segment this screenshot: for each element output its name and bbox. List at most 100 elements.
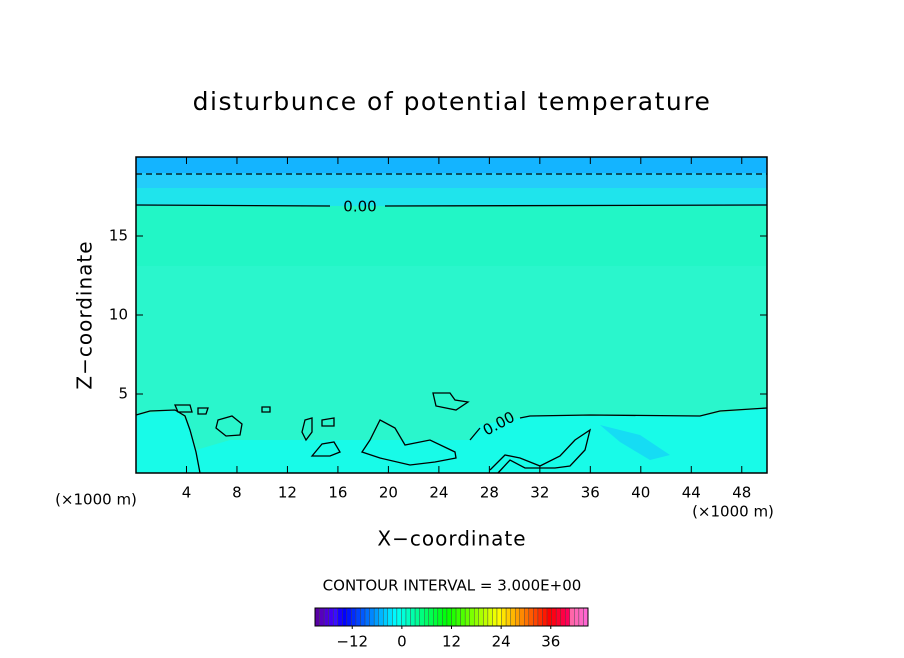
colorbar-cell <box>342 607 348 627</box>
field-band <box>136 173 767 188</box>
colorbar-cell <box>378 607 384 627</box>
x-tick-label: 44 <box>682 484 701 502</box>
contour-line <box>215 415 243 437</box>
colorbar-cell <box>442 607 448 627</box>
x-tick-label: 12 <box>278 484 297 502</box>
colorbar-cell <box>373 607 379 627</box>
contour-line <box>360 419 457 466</box>
x-tick-label: 32 <box>530 484 549 502</box>
colorbar-cell <box>496 607 502 627</box>
colorbar-cell <box>369 607 375 627</box>
colorbar-cell <box>323 607 329 627</box>
x-tick-label: 36 <box>581 484 600 502</box>
colorbar-cell <box>346 607 352 627</box>
colorbar-cell <box>460 607 466 627</box>
colorbar-cell <box>528 607 534 627</box>
field-low <box>600 425 670 460</box>
x-tick-label: 20 <box>379 484 398 502</box>
colorbar-cell <box>355 607 361 627</box>
y-tick-label: 15 <box>109 227 128 245</box>
field-band <box>136 157 767 173</box>
colorbar-cell <box>478 607 484 627</box>
colorbar-cell <box>387 607 393 627</box>
x-tick-label: 4 <box>182 484 192 502</box>
colorbar-tick-label: −12 <box>336 633 368 651</box>
colorbar-cell <box>578 607 584 627</box>
colorbar-cell <box>437 607 443 627</box>
x-tick-label: 48 <box>732 484 751 502</box>
contour-line <box>310 441 341 457</box>
colorbar-cell <box>433 607 439 627</box>
colorbar-cell <box>515 607 520 627</box>
field-band <box>136 188 767 206</box>
colorbar-cell <box>319 607 325 627</box>
y-unit: (×1000 m) <box>55 491 137 509</box>
colorbar-cell <box>533 607 539 627</box>
contour-line <box>135 409 201 474</box>
colorbar-cell <box>474 607 480 627</box>
colorbar-cell <box>419 607 425 627</box>
colorbar-cell <box>505 607 511 627</box>
colorbar-cell <box>574 607 580 627</box>
contour-line <box>489 428 592 474</box>
colorbar-cell <box>396 607 402 627</box>
x-unit: (×1000 m) <box>692 503 774 521</box>
x-tick-label: 8 <box>232 484 242 502</box>
colorbar-cell <box>551 607 557 627</box>
colorbar-cell <box>483 607 489 627</box>
field <box>136 157 767 473</box>
colorbar-tick-label: 36 <box>541 633 560 651</box>
colorbar-cell <box>555 607 561 627</box>
colorbar-cell <box>383 607 389 627</box>
y-tick-label: 5 <box>118 385 128 403</box>
colorbar-cell <box>560 607 566 627</box>
field-band <box>136 206 767 266</box>
colorbar-cell <box>328 607 334 627</box>
colorbar-cell <box>333 607 338 627</box>
colorbar-cell <box>424 607 429 627</box>
colorbar-cell <box>542 607 548 627</box>
x-tick-label: 40 <box>631 484 650 502</box>
colorbar-cell <box>401 607 407 627</box>
colorbar-cell <box>565 607 571 627</box>
colorbar-cell <box>414 607 420 627</box>
colorbar-cell <box>469 607 475 627</box>
chart-title: disturbunce of potential temperature <box>193 87 712 116</box>
colorbar-cell <box>351 607 357 627</box>
contour-line <box>174 404 271 415</box>
colorbar-cell <box>569 607 575 627</box>
colorbar-tick-label: 24 <box>492 633 511 651</box>
colorbar-cell <box>446 607 452 627</box>
contour-line <box>135 204 768 207</box>
x-tick-label: 28 <box>480 484 499 502</box>
colorbar-cell <box>451 607 457 627</box>
colorbar-cell <box>510 607 516 627</box>
colorbar-cell <box>364 607 370 627</box>
colorbar-cell <box>546 607 552 627</box>
colorbar-tick-label: 0 <box>397 633 407 651</box>
y-axis-label: Z−coordinate <box>73 240 97 389</box>
colorbar-cell <box>428 607 434 627</box>
y-tick-label: 10 <box>109 306 128 324</box>
contour-interval: CONTOUR INTERVAL = 3.000E+00 <box>323 577 582 595</box>
contour-line <box>469 407 768 441</box>
colorbar-cell <box>492 607 498 627</box>
colorbar-cell <box>405 607 411 627</box>
colorbar-cell <box>519 607 525 627</box>
colorbar-cell <box>360 607 366 627</box>
x-tick-label: 16 <box>328 484 347 502</box>
colorbar-cell <box>537 607 543 627</box>
colorbar-cell <box>524 607 530 627</box>
colorbar-cell <box>487 607 493 627</box>
x-tick-label: 24 <box>429 484 448 502</box>
colorbar-cell <box>410 607 416 627</box>
colorbar-cell <box>314 607 320 627</box>
contour-label: 0.00 <box>343 198 376 216</box>
colorbar-cell <box>464 607 470 627</box>
contours <box>135 173 768 474</box>
contour-line <box>432 392 470 411</box>
field-low <box>136 408 767 473</box>
x-axis-label: X−coordinate <box>377 527 526 551</box>
colorbar-cell <box>501 607 507 627</box>
colorbar-cell <box>583 607 589 627</box>
